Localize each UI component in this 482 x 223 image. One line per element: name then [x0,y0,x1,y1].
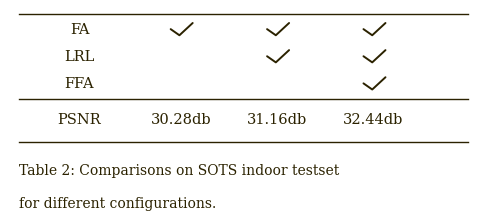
Text: FA: FA [70,23,89,37]
Text: 32.44db: 32.44db [343,114,404,127]
Text: 31.16db: 31.16db [247,114,308,127]
Text: PSNR: PSNR [58,114,101,127]
Text: FFA: FFA [65,77,94,91]
Text: LRL: LRL [64,50,95,64]
Text: 30.28db: 30.28db [150,114,211,127]
Text: for different configurations.: for different configurations. [19,197,216,211]
Text: Table 2: Comparisons on SOTS indoor testset: Table 2: Comparisons on SOTS indoor test… [19,164,339,178]
